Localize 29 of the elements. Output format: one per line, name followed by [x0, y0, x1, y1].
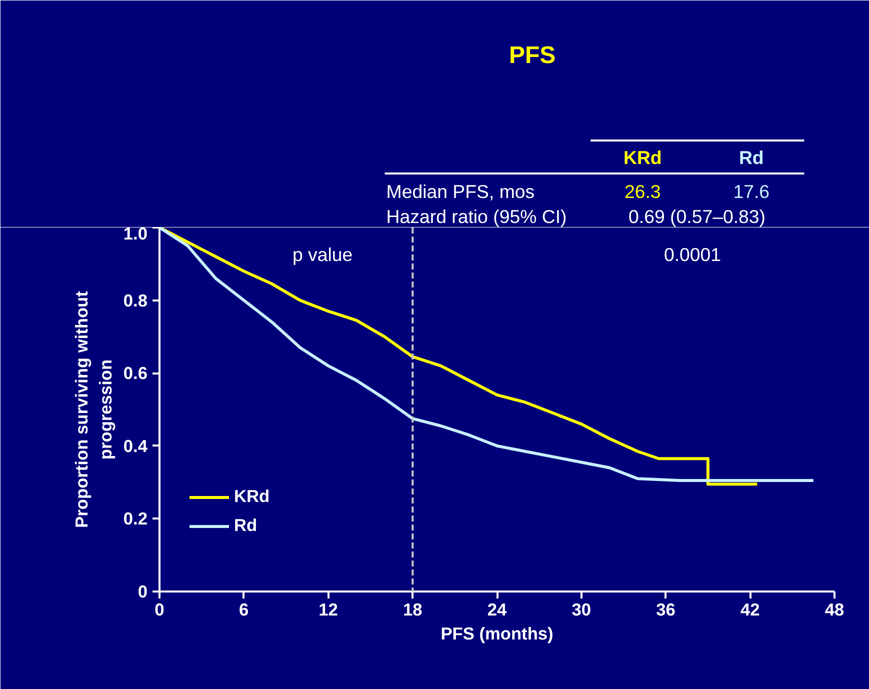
x-axis-title: PFS (months): [440, 624, 554, 644]
text: Rd: [738, 147, 764, 168]
legend-label: KRd: [234, 486, 270, 507]
annotation: p value: [292, 244, 353, 265]
y-tick-label: 0: [138, 582, 148, 602]
x-tick-label: 36: [656, 600, 676, 620]
annotation: 0.0001: [664, 244, 722, 265]
x-tick-label: 24: [487, 600, 507, 620]
x-tick-label: 42: [740, 600, 760, 620]
x-tick-label: 0: [154, 600, 164, 620]
x-tick-label: 48: [824, 600, 844, 620]
chart-title: PFS: [509, 42, 556, 69]
x-tick-label: 30: [572, 600, 592, 620]
text: 17.6: [733, 181, 770, 202]
text: 26.3: [624, 181, 661, 202]
text: KRd: [623, 147, 662, 168]
y-tick-label: 0.8: [123, 290, 148, 310]
x-tick-label: 12: [318, 600, 338, 620]
y-axis-title: Proportion surviving without progression: [71, 290, 116, 528]
y-tick-label: 1.0: [123, 224, 148, 244]
text: Hazard ratio (95% CI): [386, 206, 567, 227]
text: 0.69 (0.57–0.83): [628, 206, 766, 227]
y-tick-label: 0.2: [123, 508, 148, 529]
x-tick-label: 18: [402, 600, 423, 620]
y-tick-label: 0.6: [123, 363, 148, 384]
x-tick-label: 6: [239, 600, 250, 620]
legend-label: Rd: [234, 515, 258, 536]
y-tick-label: 0.4: [123, 436, 148, 456]
text: Median PFS, mos: [386, 181, 535, 202]
